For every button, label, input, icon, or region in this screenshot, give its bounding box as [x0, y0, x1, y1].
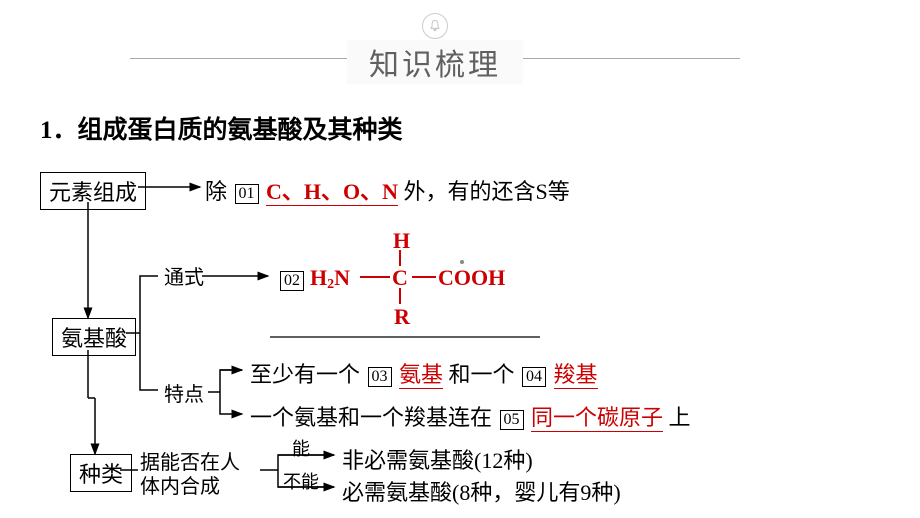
heading-text: 组成蛋白质的氨基酸及其种类: [78, 116, 403, 144]
feat-a-prefix: 至少有一个: [250, 362, 360, 387]
section-heading: 1．组成蛋白质的氨基酸及其种类: [40, 110, 403, 146]
formula-tag-wrap: 02: [278, 266, 306, 292]
concept-diagram: 元素组成 氨基酸 种类 除 01 C、H、O、N 外，有的还含S等 通式 特点: [40, 168, 890, 498]
heading-index: 1: [40, 117, 53, 144]
tag-02: 02: [280, 271, 304, 291]
chem-r: R: [394, 306, 410, 328]
branch-formula-label: 通式: [164, 261, 204, 290]
banner: 知识梳理: [130, 8, 740, 88]
feat-c-word: 同一个碳原子: [531, 405, 663, 432]
types-no: 不能: [283, 468, 319, 494]
feat-b-suffix: 上: [669, 405, 691, 430]
decor-dot: [460, 260, 464, 264]
tag-04: 04: [522, 367, 546, 387]
branch-features-label: 特点: [164, 378, 204, 407]
node-composition: 元素组成: [40, 172, 146, 210]
chem-cooh: COOH: [438, 267, 505, 289]
feature-line-a: 至少有一个 03 氨基 和一个 04 羧基: [250, 357, 598, 389]
feat-a-word: 氨基: [399, 362, 443, 389]
feature-line-b: 一个氨基和一个羧基连在 05 同一个碳原子 上: [250, 400, 691, 432]
tag-01: 01: [235, 184, 259, 204]
banner-title: 知识梳理: [347, 40, 523, 84]
chem-h-top: H: [393, 230, 410, 252]
feat-b-word: 羧基: [554, 362, 598, 389]
types-essential: 必需氨基酸(8种，婴儿有9种): [342, 475, 621, 507]
types-crit-bottom: 体内合成: [140, 470, 220, 499]
chem-n: N: [334, 265, 350, 290]
tag-05: 05: [500, 410, 524, 430]
chem-c: C: [392, 267, 408, 289]
node-amino-acid: 氨基酸: [52, 318, 136, 356]
feat-a-mid: 和一个: [449, 362, 515, 387]
types-nonessential: 非必需氨基酸(12种): [342, 443, 533, 475]
line1-suffix: 外，有的还含S等: [404, 179, 570, 204]
types-yes: 能: [292, 435, 310, 461]
feat-b-prefix: 一个氨基和一个羧基连在: [250, 405, 492, 430]
line1-elements: C、H、O、N: [266, 179, 398, 206]
line-elements: 除 01 C、H、O、N 外，有的还含S等: [205, 174, 570, 206]
tag-03: 03: [368, 367, 392, 387]
heading-sep: ．: [53, 116, 78, 144]
formula-underline: [270, 336, 550, 340]
line1-prefix: 除: [205, 179, 227, 204]
chem-h: H: [310, 265, 327, 290]
bell-icon: [422, 13, 448, 39]
node-types: 种类: [70, 454, 132, 492]
